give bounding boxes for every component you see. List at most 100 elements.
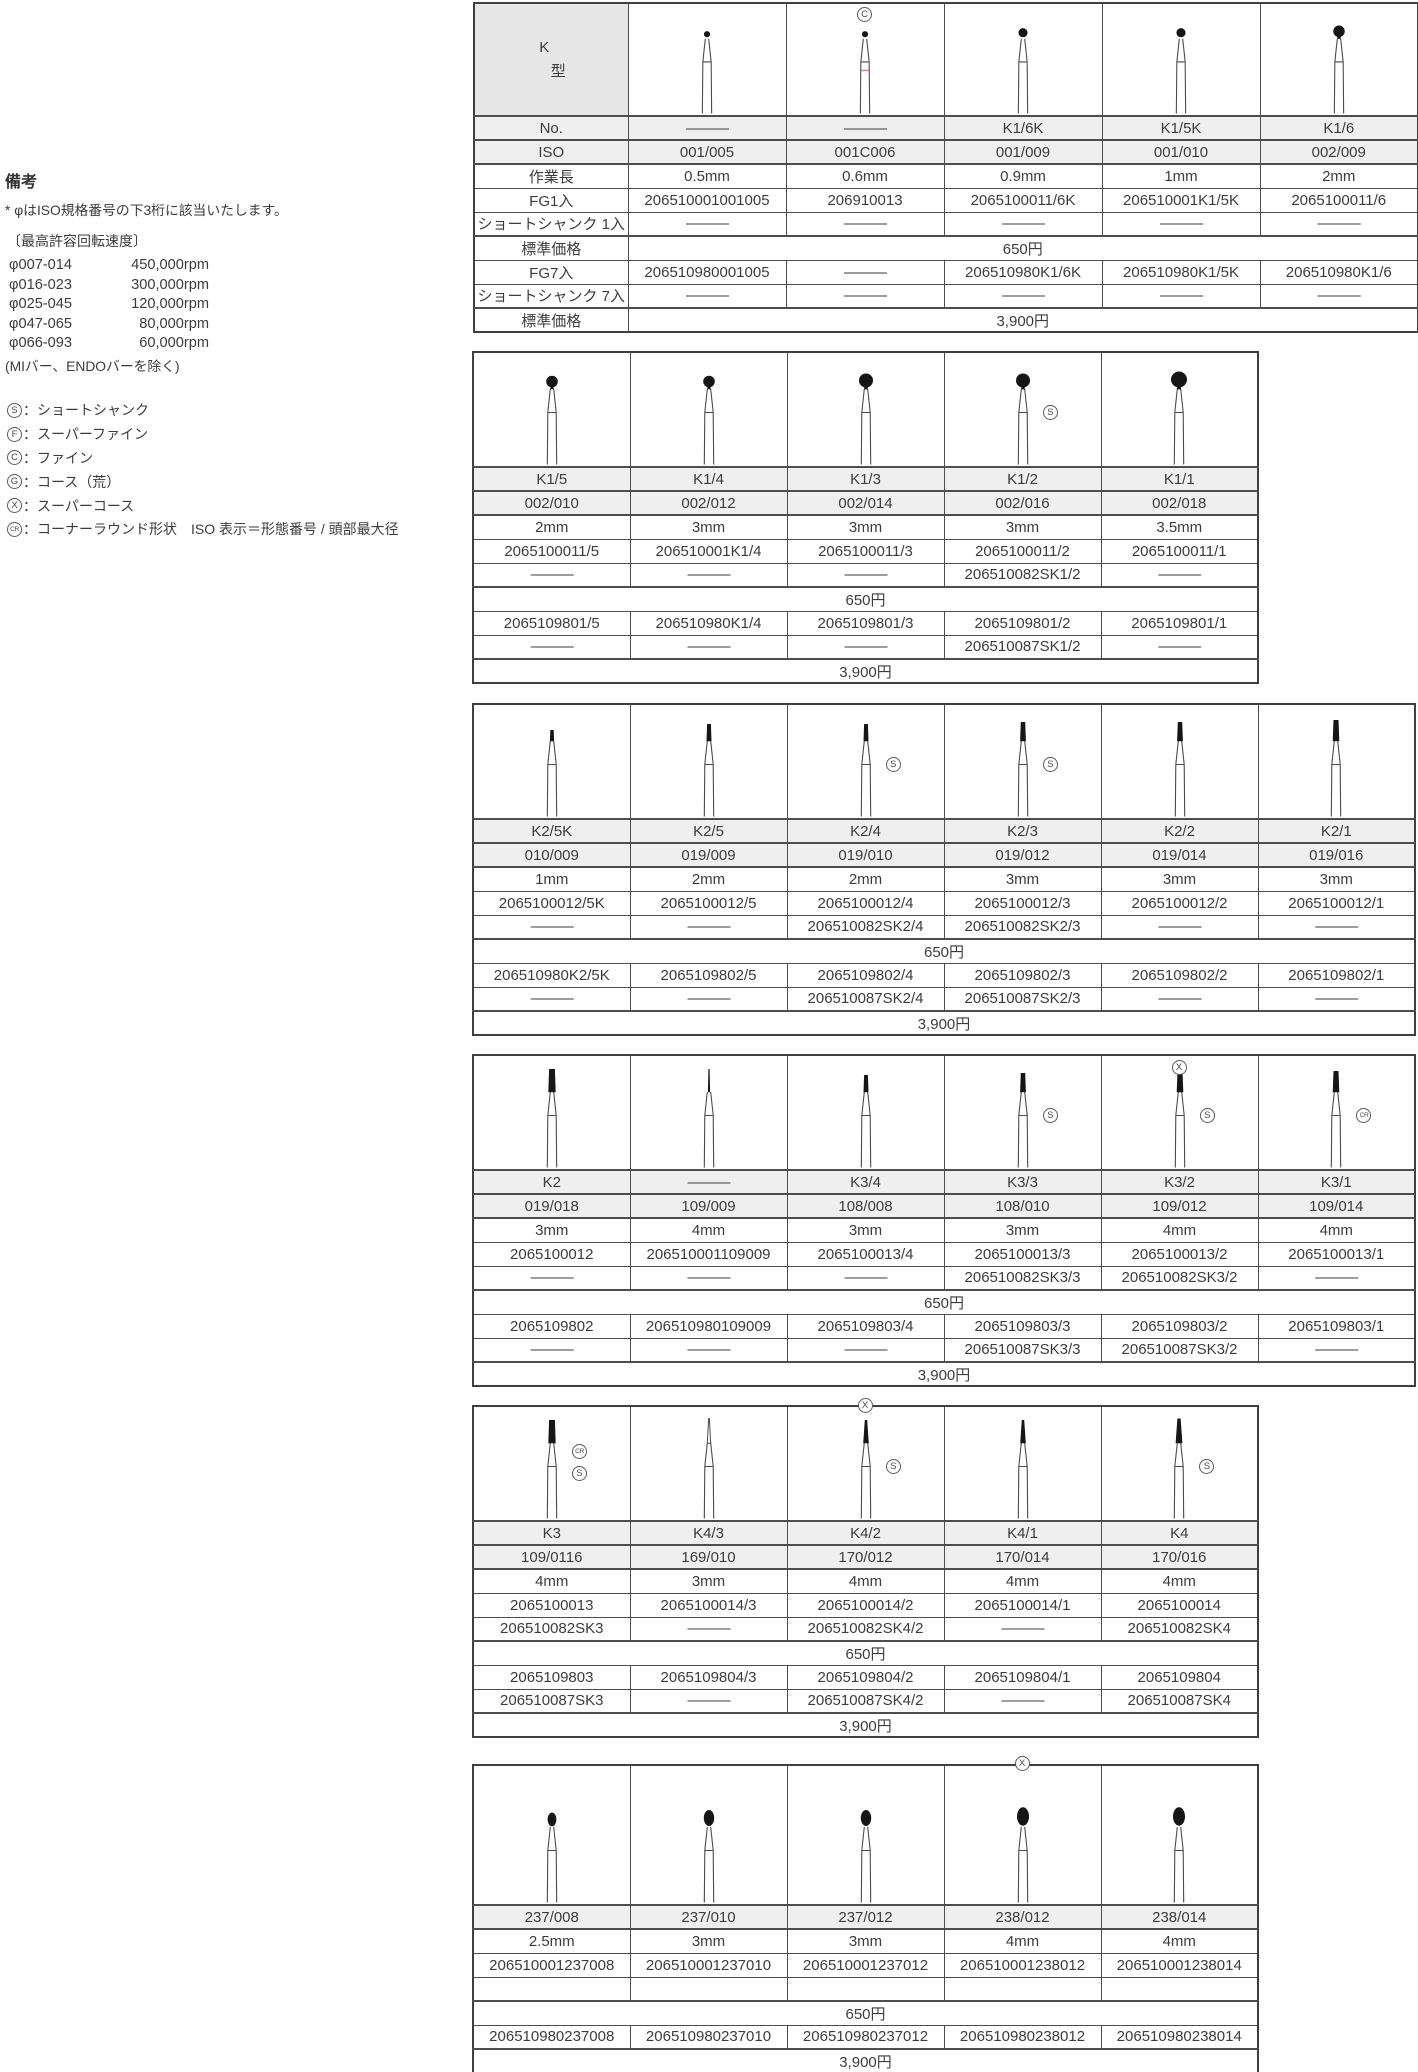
bur-image-row: S: [472, 351, 1259, 468]
row-iso: 010/009 019/009 019/010 019/012 019/014 019/0…: [472, 842, 1416, 868]
cell-shortshank1-code: ———: [1101, 211, 1261, 237]
cell-no: 237/012: [786, 1904, 945, 1930]
row-price7: 3,900円: [472, 2048, 1259, 2072]
tbody: S K1/5 K1/4 K1/3 K1/2 K1/1 002/010 002/012 002/0…: [472, 351, 1259, 684]
row-no: K3 K4/3 K4/2 K4/1 K4: [472, 1520, 1259, 1546]
bur-icon: [1174, 722, 1185, 817]
cell-no: K3/4: [786, 1169, 945, 1195]
speed-range: φ007-014: [9, 257, 73, 273]
row-len: 4mm 3mm 4mm 4mm 4mm: [472, 1568, 1259, 1594]
cell-fg7-code: 206510980K1/6K: [943, 259, 1103, 285]
cell-working-length: 2mm: [629, 866, 788, 892]
cell-shortshank7-code: 206510087SK3/2: [1100, 1337, 1259, 1363]
cell-shortshank1-code: ———: [1100, 914, 1259, 940]
cell-no: K1/6K: [943, 115, 1103, 141]
cell-no: K1/4: [629, 466, 788, 492]
cell-shortshank1-code: ———: [1259, 211, 1418, 237]
cell-fg7-code: 206510980109009: [629, 1313, 788, 1339]
row-price1: 650円: [472, 2000, 1259, 2026]
cell-no: 237/008: [472, 1904, 631, 1930]
cell-shortshank7-code: ———: [943, 283, 1103, 309]
bur-icon: [1333, 25, 1345, 114]
cell-fg7-code: 2065109803: [472, 1664, 631, 1690]
cell-working-length: 3mm: [786, 1217, 945, 1243]
cell-no: K3/1: [1257, 1169, 1416, 1195]
row-ss1: [472, 1976, 1259, 2002]
cell-shortshank7-code: ———: [629, 634, 788, 660]
cell-shortshank7-code: 206510087SK2/3: [943, 986, 1102, 1012]
cell-price-single: 650円: [472, 2000, 1259, 2026]
cell-fg7-code: 2065109802/4: [786, 962, 945, 988]
cell-shortshank1-code: [943, 1976, 1102, 2002]
cell-fg1-code: 206510001237008: [472, 1952, 631, 1978]
legend-label: スーパーファイン: [37, 426, 149, 443]
row-price1: 650円: [472, 586, 1259, 612]
cell-fg1-code: 2065100011/6: [1259, 187, 1418, 213]
cell-shortshank1-code: ———: [629, 562, 788, 588]
short-shank-icon: S: [1042, 1107, 1058, 1123]
cell-shortshank1-code: ———: [943, 211, 1103, 237]
cell-iso: 109/0116: [472, 1544, 631, 1570]
cell-shortshank1-code: [629, 1976, 788, 2002]
corner-round-icon: CR: [7, 521, 22, 537]
cell-no: K2/5K: [472, 818, 631, 844]
cell-fg7-code: 206510980001005: [627, 259, 787, 285]
row-fg7: 2065109801/5 206510980K1/4 2065109801/3 206…: [472, 610, 1259, 636]
cell-working-length: 3mm: [943, 514, 1102, 540]
cell-shortshank7-code: ———: [786, 634, 945, 660]
legend-label: ショートシャンク: [37, 402, 149, 419]
cell-fg7-code: 2065109801/2: [943, 610, 1102, 636]
cell-fg1-code: 2065100011/1: [1100, 538, 1259, 564]
bur-illustration-cell: [786, 1054, 945, 1171]
row-label-price: 標準価格: [473, 235, 629, 261]
row-fg7: 2065109803 2065109804/3 2065109804/2 206510…: [472, 1664, 1259, 1690]
cell-fg7-code: 2065109803/1: [1257, 1313, 1416, 1339]
bur-illustration-cell: [943, 2, 1103, 117]
bur-image-row: S X S CR: [472, 1054, 1416, 1171]
bur-icon: [1331, 720, 1342, 817]
cell-iso: 170/012: [786, 1544, 945, 1570]
row-ss1: ——— ——— 206510082SK2/4 206510082SK2/3 ——— ———: [472, 914, 1416, 940]
cell-no: K1/6: [1259, 115, 1418, 141]
bur-icon: [546, 1420, 557, 1519]
cell-no: K1/5K: [1101, 115, 1261, 141]
legend-label: スーパーコース: [37, 497, 135, 514]
cell-shortshank7-code: ———: [472, 986, 631, 1012]
cell-fg1-code: 2065100011/5: [472, 538, 631, 564]
row-price1: 650円: [472, 938, 1416, 964]
row-ss7: ——— ——— ——— 206510087SK1/2 ———: [472, 634, 1259, 660]
cell-price-seven: 3,900円: [472, 658, 1259, 684]
cell-price-single: 650円: [472, 938, 1416, 964]
cell-iso: 108/010: [943, 1193, 1102, 1219]
row-len: 2.5mm 3mm 3mm 4mm 4mm: [472, 1928, 1259, 1954]
cell-fg1-code: 206510001237012: [786, 1952, 945, 1978]
bur-icon: [1175, 28, 1187, 114]
cell-no: K2/3: [943, 818, 1102, 844]
cell-iso: 109/014: [1257, 1193, 1416, 1219]
cell-no: K1/5: [472, 466, 631, 492]
cell-no: K3: [472, 1520, 631, 1546]
cell-iso: 019/018: [472, 1193, 631, 1219]
legend-item: X：スーパーコース: [7, 494, 363, 518]
cell-iso: 002/012: [629, 490, 788, 516]
notes-title: 備考: [5, 174, 38, 191]
cell-fg1-code: 2065100012/5: [629, 890, 788, 916]
tbody: X 237/008 237/010 237/012 238/012 238/014 2.5m…: [472, 1756, 1259, 2072]
cell-working-length: 3mm: [1257, 866, 1416, 892]
short-shank-icon: S: [7, 402, 22, 418]
cell-iso: 002/016: [943, 490, 1102, 516]
cell-price-single: 650円: [472, 1640, 1259, 1666]
cell-shortshank1-code: 206510082SK4/2: [786, 1616, 945, 1642]
cell-fg1-code: 2065100013/1: [1257, 1241, 1416, 1267]
cell-iso: 109/009: [629, 1193, 788, 1219]
spec-table-3: S S K2/5K K2/5 K2/4 K2/3 K2/2 K2/1 010/009 019/00…: [472, 703, 1416, 1036]
bur-illustration-cell: CR S: [472, 1405, 631, 1522]
bur-icon: [1174, 1071, 1185, 1168]
legend-separator: ：: [23, 402, 37, 419]
bur-icon: [546, 1812, 557, 1903]
cell-shortshank1-code: ———: [627, 211, 787, 237]
row-fg1: 2065100012/5K 2065100012/5 2065100012/4 206…: [472, 890, 1416, 916]
super-coarse-icon: X: [1014, 1756, 1030, 1771]
